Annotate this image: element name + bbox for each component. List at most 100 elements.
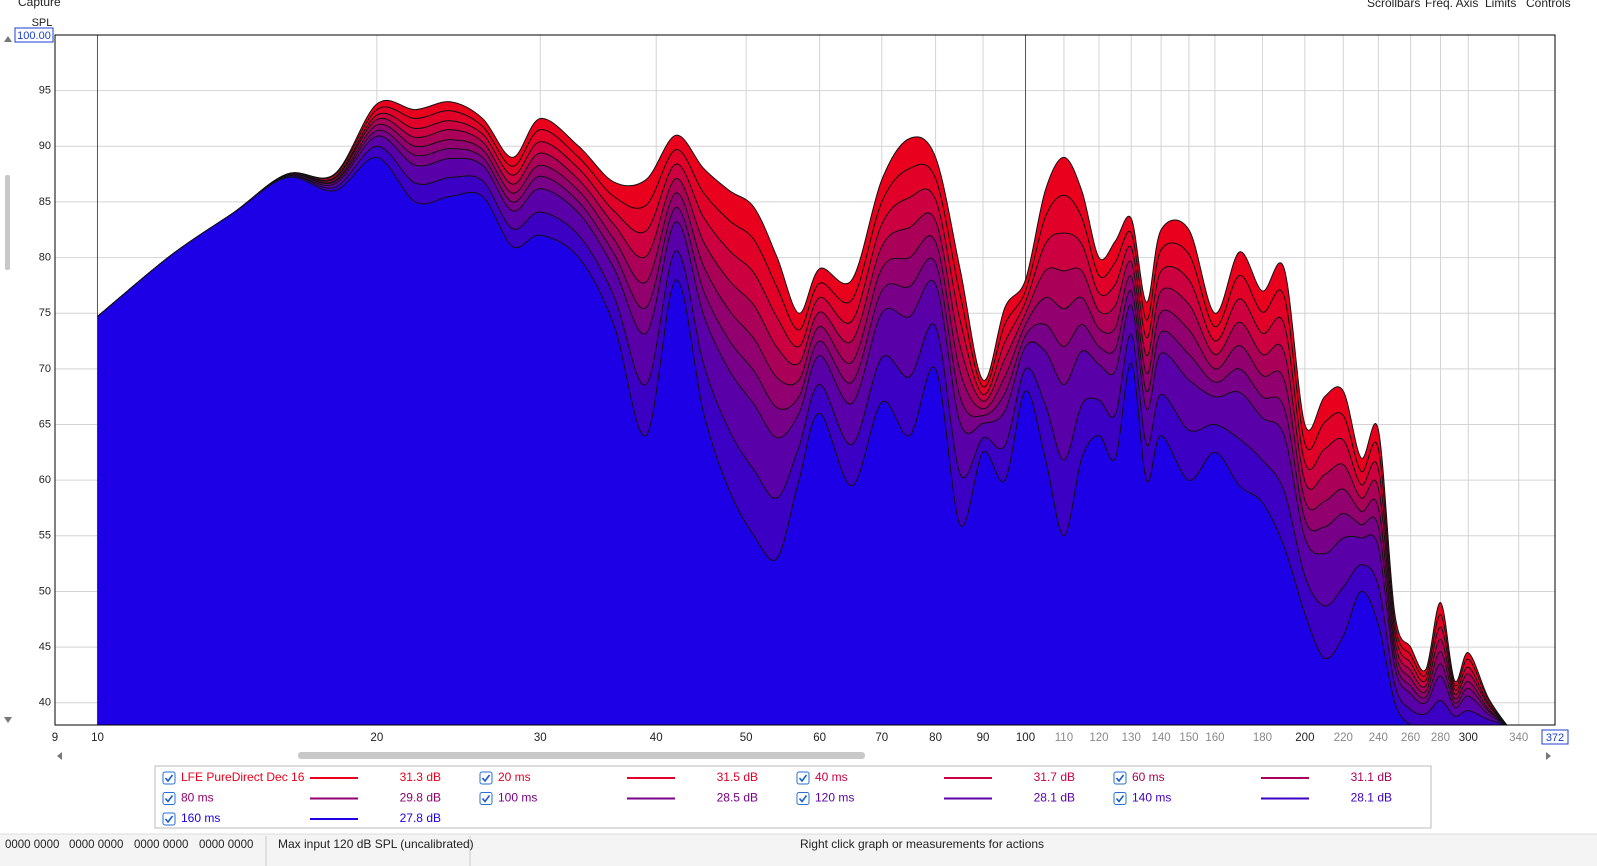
menu-item[interactable]: Limits (1485, 0, 1516, 10)
legend-check[interactable] (164, 815, 174, 824)
x-tick-label: 280 (1431, 732, 1450, 744)
x-tick-label: 80 (929, 732, 942, 744)
legend-name[interactable]: LFE PureDirect Dec 16 (181, 770, 305, 784)
area-fill (97, 157, 1507, 725)
legend-box (154, 765, 1432, 829)
y-axis-label: SPL (32, 17, 53, 29)
area-outline (97, 135, 1507, 725)
legend-check[interactable] (1115, 795, 1125, 803)
x-tick-label: 20 (370, 732, 383, 744)
y-tick-label: 55 (39, 530, 51, 542)
legend-check[interactable] (481, 795, 491, 803)
x-tick-label: 90 (977, 732, 990, 744)
x-tick-label: 300 (1459, 732, 1478, 744)
legend-checkbox[interactable] (1113, 771, 1127, 785)
legend-level: 31.1 dB (1351, 770, 1392, 784)
legend-checkbox[interactable] (479, 792, 493, 805)
legend-level: 31.5 dB (717, 770, 758, 784)
x-tick-label: 150 (1179, 732, 1198, 744)
area-outline (97, 129, 1508, 725)
scroll-right[interactable] (1546, 752, 1551, 760)
plot-frame (54, 34, 1556, 726)
area-outline (97, 145, 1507, 725)
legend-level: 29.8 dB (400, 791, 441, 805)
legend-checkbox[interactable] (1113, 792, 1127, 805)
v-scroll-thumb[interactable] (5, 175, 10, 270)
legend-checkbox[interactable] (796, 771, 810, 785)
legend-name[interactable]: 40 ms (815, 770, 848, 784)
x-tick-label: 9 (52, 732, 58, 744)
axes: 40 45 50 55 60 65 70 75 80 85 90 95 100.00 9 10 20 30 40 5… (14, 27, 1569, 745)
status-counter: 0000 0000 (134, 839, 188, 851)
legend-level: 27.8 dB (400, 811, 441, 825)
x-tick-label: 340 (1509, 732, 1528, 744)
x-tick-label: 100 (1016, 732, 1035, 744)
legend-name[interactable]: 120 ms (815, 791, 854, 805)
status-counter: 0000 0000 (199, 839, 253, 851)
legend-level: 31.3 dB (400, 770, 441, 784)
menu-capture[interactable]: Capture (18, 0, 61, 9)
legend-checkbox[interactable] (162, 792, 176, 805)
x-tick-label: 60 (813, 732, 826, 744)
x-tick-label: 50 (740, 732, 753, 744)
legend-level: 31.7 dB (1034, 770, 1075, 784)
legend-checkbox[interactable] (162, 812, 176, 826)
y-tick-label: 40 (39, 697, 51, 709)
y-tick-label: 85 (39, 196, 51, 208)
menu-item[interactable]: Controls (1526, 0, 1571, 10)
x-tick-label: 200 (1295, 732, 1314, 744)
y-tick-label: 90 (39, 140, 51, 152)
legend-check[interactable] (1115, 774, 1125, 783)
menu-item[interactable]: Freq. Axis (1425, 0, 1478, 10)
x-tick-label: 220 (1334, 732, 1353, 744)
y-tick-label: 80 (39, 251, 51, 263)
scroll-down[interactable] (4, 717, 12, 723)
x-tick-label: 110 (1055, 732, 1073, 744)
status-hint: Right click graph or measurements for ac… (800, 837, 1044, 851)
legend-check[interactable] (481, 774, 491, 783)
legend-name[interactable]: 60 ms (1132, 770, 1165, 784)
x-tick-label: 180 (1253, 732, 1272, 744)
area-outline (97, 117, 1508, 725)
x-tick-label: 120 (1089, 732, 1108, 744)
x-tick-label: 30 (534, 732, 547, 744)
area-outline (97, 106, 1508, 725)
legend-name[interactable]: 140 ms (1132, 791, 1171, 805)
legend-check[interactable] (164, 774, 174, 783)
status-counter: 0000 0000 (5, 839, 59, 851)
legend-check[interactable] (164, 795, 174, 803)
legend-level: 28.1 dB (1034, 791, 1075, 805)
plot-areas (97, 99, 1508, 725)
scroll-up[interactable] (4, 36, 12, 42)
legend-level: 28.1 dB (1351, 791, 1392, 805)
legend-checkbox[interactable] (162, 771, 176, 785)
legend-check[interactable] (798, 774, 808, 783)
x-tick-label: 70 (875, 732, 888, 744)
legend-name[interactable]: 80 ms (181, 791, 214, 805)
y-tick-label: 65 (39, 418, 51, 430)
x-tick-label: 240 (1369, 732, 1388, 744)
h-scroll-thumb[interactable] (298, 752, 865, 759)
scroll-left[interactable] (57, 752, 62, 760)
x-limit-box (1541, 729, 1569, 745)
x-tick-label: 130 (1122, 732, 1141, 744)
y-tick-label: 60 (39, 474, 51, 486)
legend-name[interactable]: 100 ms (498, 791, 537, 805)
legend-checkbox[interactable] (479, 771, 493, 785)
y-tick-label: 50 (39, 585, 51, 597)
legend-checkbox[interactable] (796, 792, 810, 805)
y-tick-label: 95 (39, 85, 51, 97)
area-outline (97, 123, 1508, 725)
legend-check[interactable] (798, 795, 808, 803)
legend-name[interactable]: 20 ms (498, 770, 531, 784)
legend-name[interactable]: 160 ms (181, 811, 220, 825)
status-input: Max input 120 dB SPL (uncalibrated) (278, 837, 474, 851)
y-tick-label: 45 (39, 641, 51, 653)
y-limit-box (14, 27, 54, 43)
x-limit-label: 372 (1546, 732, 1564, 744)
status-counter: 0000 0000 (69, 839, 123, 851)
menu-item[interactable]: Scrollbars (1367, 0, 1420, 10)
x-tick-label: 260 (1401, 732, 1420, 744)
y-tick-label: 75 (39, 307, 51, 319)
